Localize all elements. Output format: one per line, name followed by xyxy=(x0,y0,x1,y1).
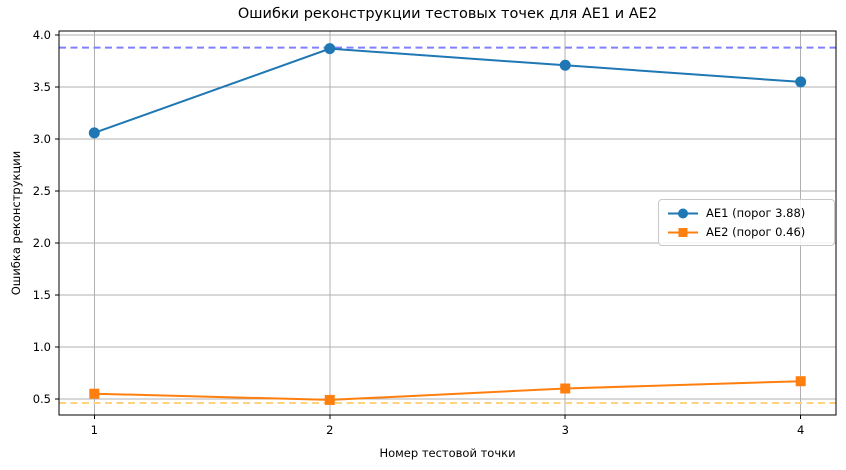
data-marker-1 xyxy=(560,383,571,394)
data-marker-1 xyxy=(795,376,806,387)
legend-item-ae2: AE2 (порог 0.46) xyxy=(668,225,825,239)
legend-key-marker-0 xyxy=(678,208,688,218)
ae2-legend-marker xyxy=(668,227,698,237)
y-tick-label: 1.5 xyxy=(33,288,51,302)
data-marker-0 xyxy=(795,76,807,88)
data-marker-0 xyxy=(559,59,571,71)
y-tick-label: 0.5 xyxy=(33,392,51,406)
y-axis-label: Ошибка реконструкции xyxy=(9,150,23,296)
x-tick-label: 4 xyxy=(797,423,804,437)
data-marker-1 xyxy=(324,394,335,405)
legend-key-marker-1 xyxy=(678,227,688,237)
y-tick-label: 2.0 xyxy=(33,236,51,250)
x-tick-label: 2 xyxy=(326,423,333,437)
series-line-1 xyxy=(93,380,802,401)
x-tick-label: 3 xyxy=(562,423,569,437)
data-marker-0 xyxy=(88,127,100,139)
x-axis-label: Номер тестовой точки xyxy=(379,446,516,460)
x-tick-label: 1 xyxy=(91,423,98,437)
legend-label-ae1: AE1 (порог 3.88) xyxy=(706,206,806,220)
y-tick-label: 3.5 xyxy=(33,80,51,94)
y-tick-label: 4.0 xyxy=(33,28,51,42)
y-tick-label: 3.0 xyxy=(33,132,51,146)
series-line-0 xyxy=(93,47,802,134)
y-tick-label: 1.0 xyxy=(33,340,51,354)
legend: AE1 (порог 3.88) AE2 (порог 0.46) xyxy=(658,199,835,246)
data-marker-0 xyxy=(324,43,336,55)
legend-label-ae2: AE2 (порог 0.46) xyxy=(706,225,806,239)
chart-title: Ошибки реконструкции тестовых точек для … xyxy=(237,6,658,22)
legend-item-ae1: AE1 (порог 3.88) xyxy=(668,206,825,220)
ae1-legend-marker xyxy=(668,208,698,218)
y-tick-label: 2.5 xyxy=(33,184,51,198)
axes-spines xyxy=(58,30,837,416)
data-marker-1 xyxy=(89,388,100,399)
